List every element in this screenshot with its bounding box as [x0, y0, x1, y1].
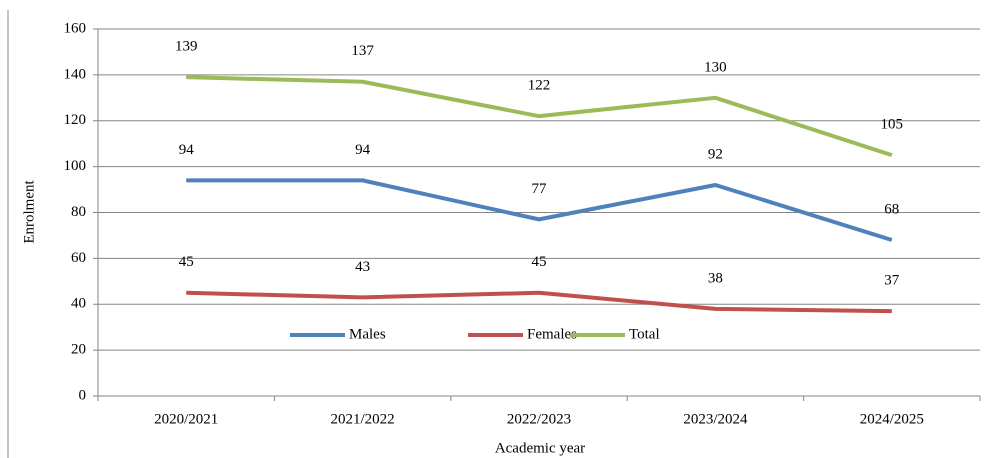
data-label: 139 [175, 39, 198, 55]
data-label: 45 [179, 254, 194, 270]
legend-label: Females [527, 326, 577, 342]
y-tick-label: 120 [64, 112, 87, 128]
data-label: 137 [351, 43, 374, 59]
x-tick-label: 2023/2024 [683, 411, 748, 427]
y-tick-label: 80 [71, 204, 86, 220]
legend-label: Males [349, 326, 386, 342]
data-label: 77 [532, 181, 548, 197]
x-tick-label: 2020/2021 [154, 411, 218, 427]
data-label: 105 [881, 117, 904, 133]
series-line [186, 75, 893, 158]
data-label: 92 [708, 146, 723, 162]
data-label: 43 [355, 259, 370, 275]
y-axis-label: Enrolment [21, 180, 37, 244]
x-tick-label: 2024/2025 [860, 411, 924, 427]
y-tick-label: 0 [79, 387, 87, 403]
data-label: 45 [532, 254, 547, 270]
legend-label: Total [629, 326, 660, 342]
y-tick-label: 160 [64, 20, 87, 36]
y-tick-label: 40 [71, 296, 86, 312]
data-label: 122 [528, 78, 551, 94]
data-label: 94 [355, 142, 371, 158]
data-label: 38 [708, 270, 723, 286]
x-tick-label: 2021/2022 [331, 411, 395, 427]
data-label: 68 [884, 201, 899, 217]
series-line [186, 290, 892, 314]
y-tick-label: 60 [71, 250, 86, 266]
data-label: 94 [179, 142, 195, 158]
data-label: 37 [884, 273, 900, 289]
y-tick-label: 100 [64, 158, 87, 174]
x-tick-label: 2022/2023 [507, 411, 571, 427]
series-line [186, 178, 893, 242]
y-tick-label: 20 [71, 342, 86, 358]
data-label: 130 [704, 59, 727, 75]
x-axis-label: Academic year [495, 440, 585, 456]
y-tick-label: 140 [64, 66, 87, 82]
